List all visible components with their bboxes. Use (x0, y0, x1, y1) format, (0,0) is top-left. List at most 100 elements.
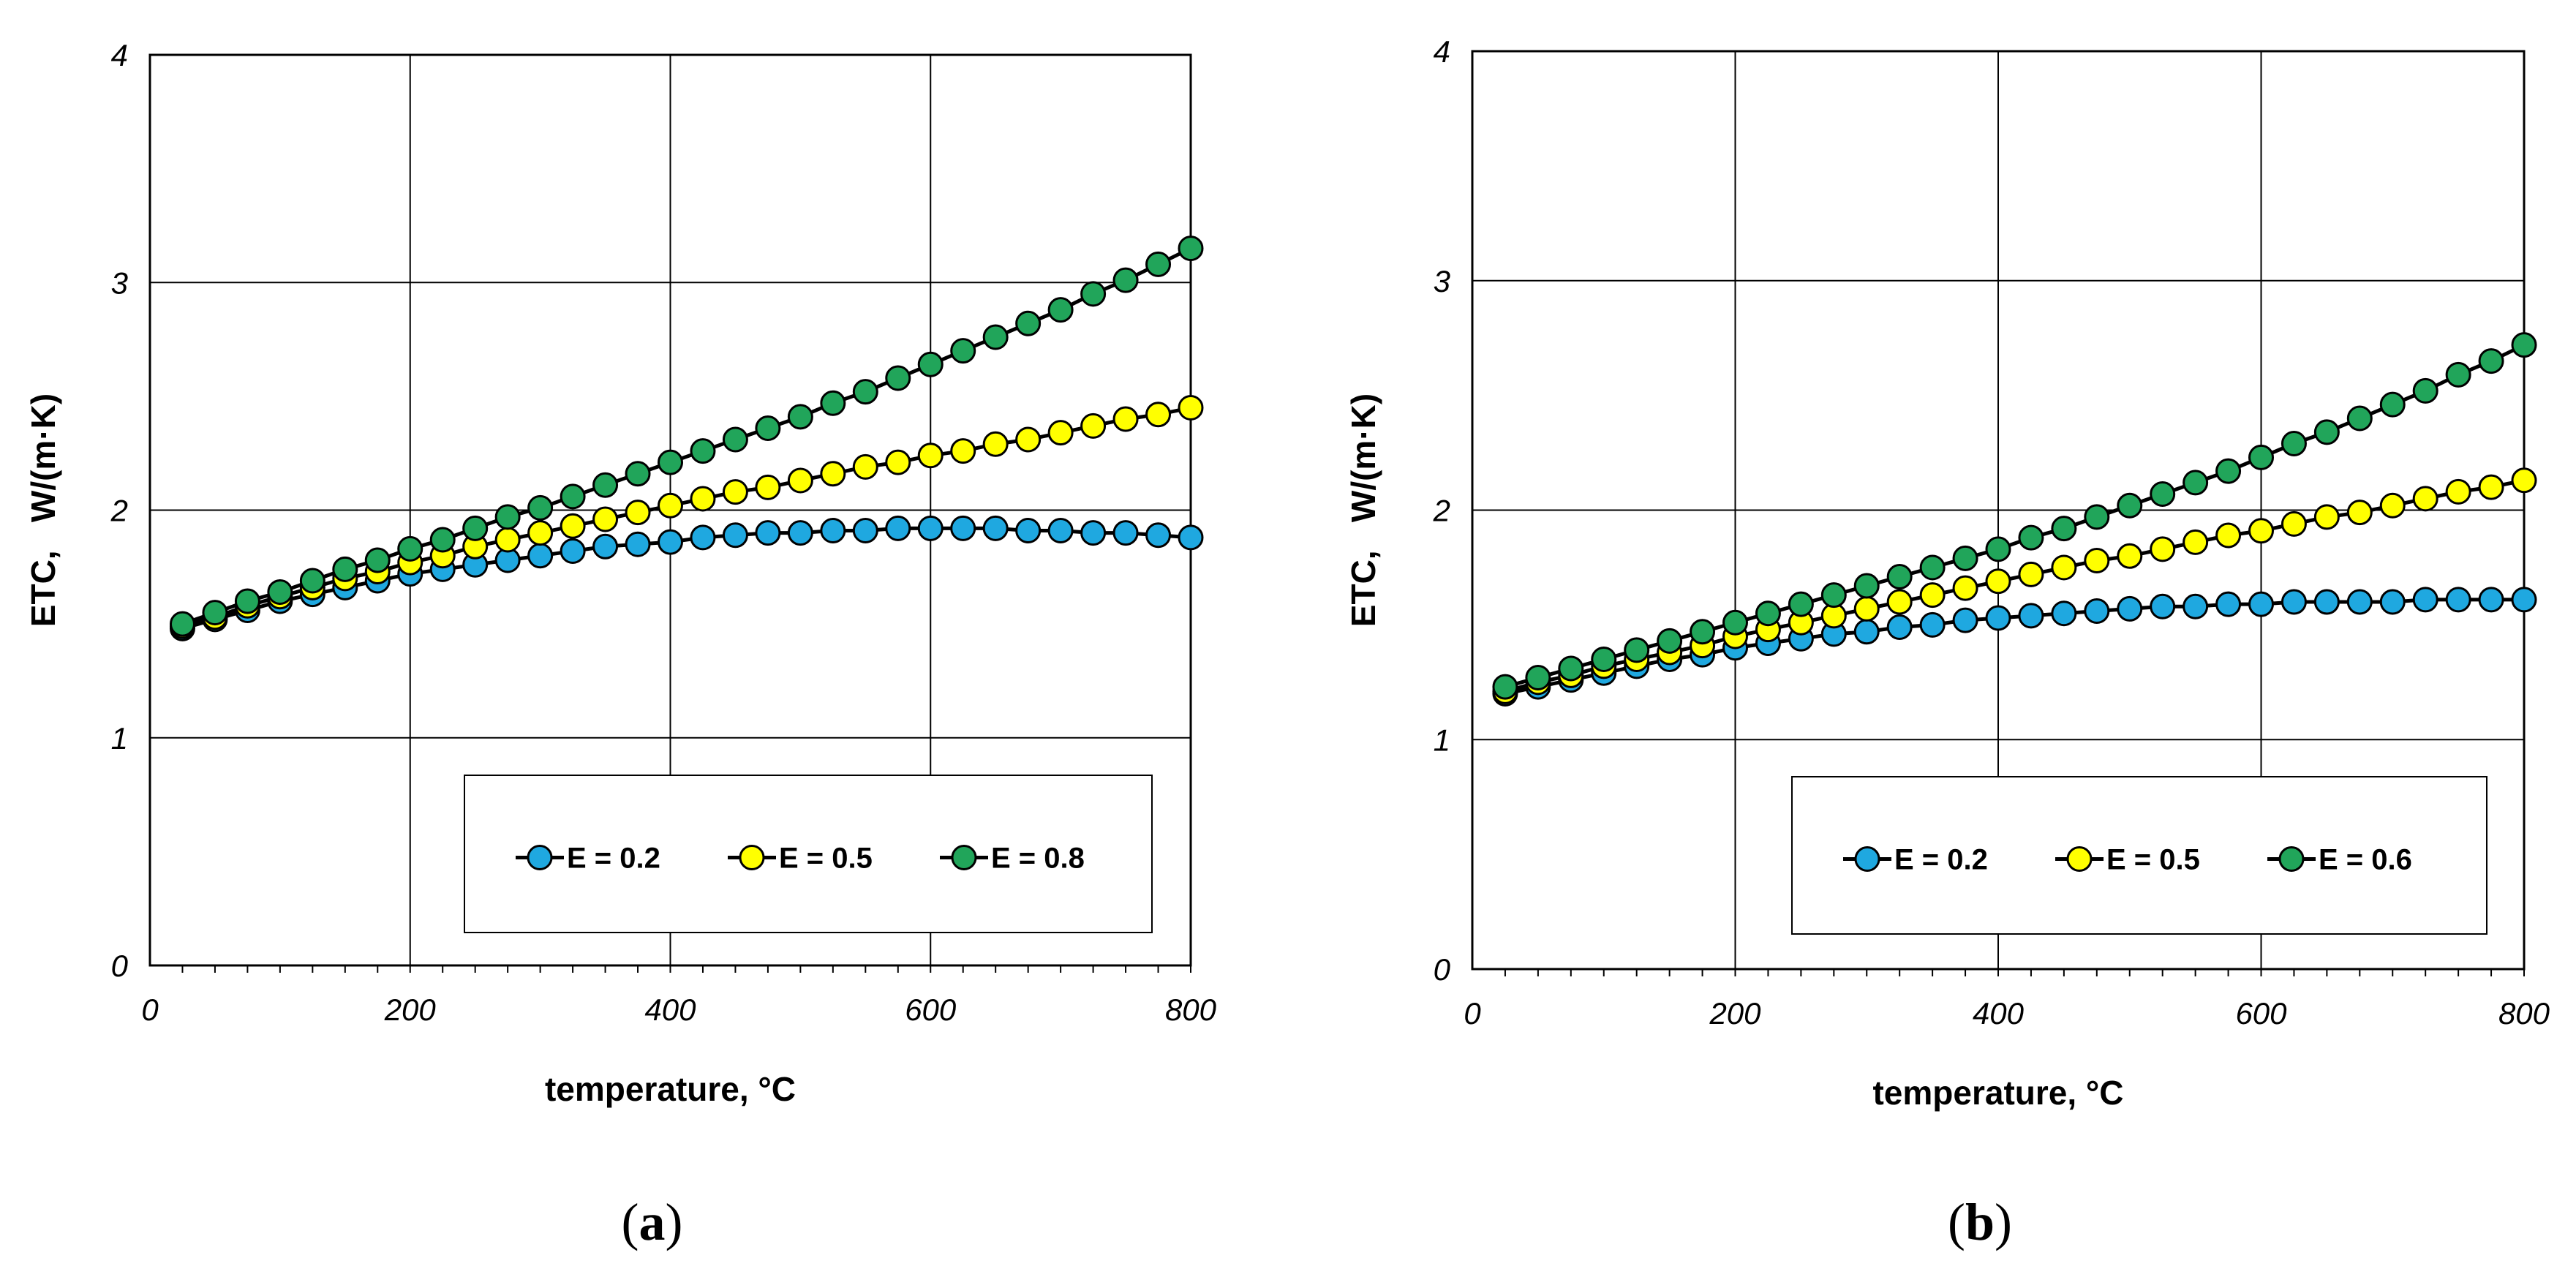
data-point (429, 527, 456, 553)
data-point (690, 524, 716, 551)
x-axis-title: temperature, °C (545, 1070, 796, 1108)
data-point (1985, 568, 2011, 595)
x-tick-label: 400 (1973, 996, 2025, 1031)
data-point (2478, 348, 2504, 374)
legend-marker (951, 845, 977, 870)
panel-label-close-paren: ) (666, 1193, 683, 1251)
data-point (885, 449, 911, 475)
data-point (1985, 536, 2011, 562)
data-point (755, 415, 781, 441)
data-point (2018, 561, 2044, 587)
data-point (852, 453, 878, 480)
data-point (2150, 481, 2176, 508)
series-line (1504, 598, 2524, 696)
data-point (1178, 394, 1204, 421)
data-point (625, 531, 651, 557)
data-point (2445, 361, 2471, 388)
data-point (1919, 582, 1946, 609)
data-point (2281, 431, 2307, 457)
data-point (2379, 391, 2406, 418)
data-point (592, 533, 619, 560)
data-point (1690, 619, 1716, 645)
data-point (2445, 587, 2471, 613)
data-point (364, 547, 391, 573)
data-point (2379, 492, 2406, 519)
legend-label: E = 0.6 (2319, 844, 2412, 876)
data-point (658, 529, 683, 555)
y-tick-label: 0 (1434, 952, 1451, 987)
data-point (2511, 587, 2537, 613)
data-point (982, 324, 1009, 350)
data-point (1853, 619, 1880, 645)
data-point (1591, 646, 1617, 672)
data-point (332, 556, 358, 582)
panel-label-letter: b (1965, 1193, 1995, 1251)
data-point (1112, 267, 1139, 293)
x-tick-label: 800 (1165, 992, 1217, 1027)
data-point (625, 461, 651, 487)
y-tick-label: 1 (1434, 723, 1450, 757)
data-point (1112, 520, 1139, 546)
data-point (2150, 593, 2176, 619)
data-point (494, 504, 521, 530)
panel-label: (b) (1948, 1193, 2012, 1251)
y-axis-title: ETC, W/(m·K) (1344, 393, 1382, 627)
data-point (2248, 444, 2274, 470)
legend-marker (739, 845, 765, 870)
data-point (1558, 655, 1584, 682)
data-point (2313, 504, 2340, 530)
data-point (1112, 406, 1139, 432)
data-point (2478, 587, 2504, 613)
data-point (1886, 589, 1913, 615)
data-point (885, 515, 911, 541)
data-point (2511, 467, 2537, 494)
panel-label: (a) (622, 1193, 683, 1251)
data-point (690, 438, 716, 464)
data-point (1919, 611, 1946, 638)
data-point (527, 543, 554, 569)
data-point (1080, 281, 1107, 307)
data-point (1015, 310, 1042, 336)
data-point (560, 513, 586, 539)
y-tick-label: 3 (111, 265, 128, 300)
data-point (592, 472, 619, 498)
data-point (625, 500, 651, 526)
data-point (2215, 458, 2242, 484)
data-point (397, 535, 423, 562)
x-tick-label: 0 (141, 992, 159, 1027)
y-tick-label: 1 (111, 721, 128, 756)
legend-label: E = 0.8 (991, 843, 1085, 875)
data-point (2150, 536, 2176, 562)
data-point (2215, 522, 2242, 549)
data-point (722, 522, 748, 549)
panel-label-close-paren: ) (1995, 1193, 2012, 1251)
data-point (560, 538, 586, 565)
data-point (2478, 474, 2504, 500)
data-point (820, 461, 846, 487)
legend-label: E = 0.2 (567, 843, 660, 875)
data-point (2281, 511, 2307, 537)
data-point (2183, 529, 2209, 555)
data-point (820, 518, 846, 544)
x-axis-title: temperature, °C (1872, 1074, 2123, 1112)
data-point (1145, 402, 1172, 428)
data-point (2281, 589, 2307, 615)
data-point (202, 600, 228, 626)
data-point (1080, 520, 1107, 546)
data-point (2346, 500, 2373, 526)
data-point (1015, 426, 1042, 453)
data-point (1178, 236, 1204, 262)
data-point (1886, 614, 1913, 641)
legend-marker (1854, 846, 1880, 872)
data-point (755, 520, 781, 546)
x-tick-label: 600 (2235, 996, 2287, 1031)
data-point (787, 467, 813, 494)
data-point (2183, 470, 2209, 496)
data-point (2248, 591, 2274, 617)
legend-box (464, 775, 1153, 933)
y-tick-label: 4 (1434, 34, 1450, 69)
data-point (2346, 405, 2373, 432)
data-point (1624, 637, 1650, 663)
data-point (592, 506, 619, 532)
data-point (1755, 600, 1781, 627)
